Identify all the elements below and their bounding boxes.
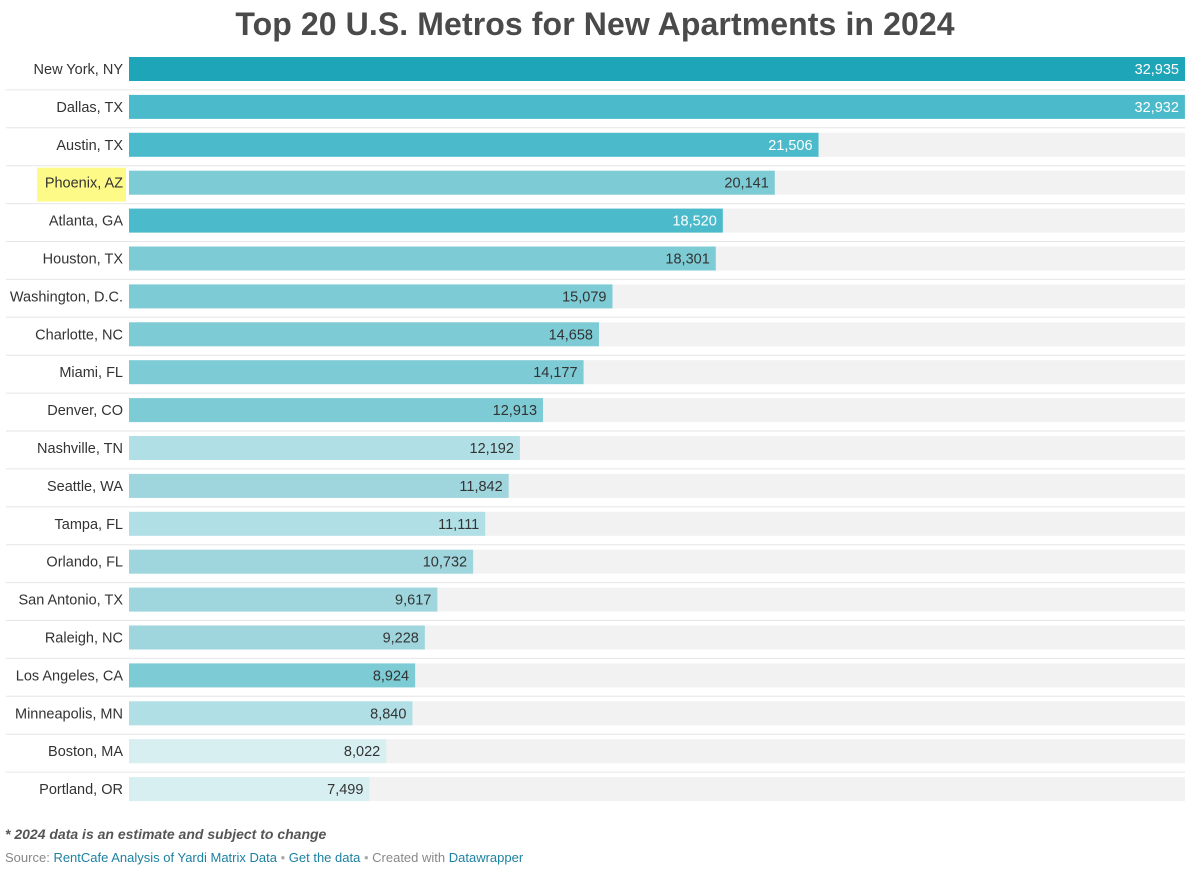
value-label: 8,924 <box>373 668 409 684</box>
category-label: Minneapolis, MN <box>15 706 123 722</box>
category-label: Houston, TX <box>43 252 124 268</box>
category-label: San Antonio, TX <box>18 593 123 609</box>
bar <box>129 284 613 309</box>
bar <box>129 360 584 385</box>
bar <box>129 208 723 233</box>
category-label: Los Angeles, CA <box>16 668 124 684</box>
category-label: Miami, FL <box>59 365 123 381</box>
bar <box>129 587 438 612</box>
bar <box>129 246 716 271</box>
value-label: 9,228 <box>383 631 419 647</box>
bar <box>129 94 1185 119</box>
value-label: 8,022 <box>344 744 380 760</box>
category-label: New York, NY <box>34 62 124 78</box>
category-label: Atlanta, GA <box>49 214 123 230</box>
bar <box>129 398 544 423</box>
value-label: 9,617 <box>395 593 431 609</box>
category-label: Tampa, FL <box>55 517 124 533</box>
value-label: 18,520 <box>672 214 716 230</box>
bar <box>129 473 509 498</box>
bar <box>129 322 599 347</box>
category-label: Phoenix, AZ <box>45 176 123 192</box>
value-label: 11,111 <box>438 517 479 533</box>
datawrapper-link[interactable]: Datawrapper <box>448 850 524 865</box>
value-label: 10,732 <box>423 555 467 571</box>
get-data-link[interactable]: Get the data <box>288 850 361 865</box>
bar <box>129 701 413 726</box>
category-label: Austin, TX <box>56 138 123 154</box>
created-with-text: Created with <box>372 850 446 865</box>
category-label: Nashville, TN <box>37 441 123 457</box>
bar <box>129 57 1185 81</box>
category-label: Orlando, FL <box>46 555 123 571</box>
bar <box>129 511 486 536</box>
bar <box>129 549 474 574</box>
bar <box>129 663 416 688</box>
separator: • <box>363 850 369 865</box>
category-label: Dallas, TX <box>56 100 123 116</box>
category-label: Denver, CO <box>47 403 123 419</box>
source-line: Source: RentCafe Analysis of Yardi Matri… <box>5 850 523 865</box>
value-label: 21,506 <box>768 138 812 154</box>
separator: • <box>280 850 286 865</box>
value-label: 14,658 <box>549 327 593 343</box>
value-label: 18,301 <box>665 252 709 268</box>
value-label: 32,932 <box>1135 100 1179 116</box>
footnote: * 2024 data is an estimate and subject t… <box>5 826 327 842</box>
value-label: 12,913 <box>493 403 537 419</box>
category-label: Portland, OR <box>39 782 123 798</box>
bar <box>129 132 819 157</box>
source-prefix: Source: <box>5 850 50 865</box>
bar <box>129 625 425 650</box>
bar <box>129 170 775 195</box>
category-label: Charlotte, NC <box>35 327 123 343</box>
value-label: 12,192 <box>470 441 514 457</box>
value-label: 14,177 <box>533 365 577 381</box>
chart-title: Top 20 U.S. Metros for New Apartments in… <box>235 6 955 42</box>
value-label: 20,141 <box>724 176 768 192</box>
bar-chart: New York, NY 32,935 Dallas, TX 32,932 Austin… <box>6 57 1185 802</box>
source-link[interactable]: RentCafe Analysis of Yardi Matrix Data <box>53 850 277 865</box>
category-label: Washington, D.C. <box>10 289 123 305</box>
value-label: 7,499 <box>327 782 363 798</box>
category-label: Raleigh, NC <box>45 631 123 647</box>
category-label: Boston, MA <box>48 744 123 760</box>
bar <box>129 436 520 460</box>
bar <box>129 739 387 764</box>
category-label: Seattle, WA <box>47 479 123 495</box>
value-label: 32,935 <box>1135 62 1179 78</box>
bar <box>129 777 370 802</box>
value-label: 15,079 <box>562 289 606 305</box>
value-label: 11,842 <box>459 479 502 495</box>
category-highlight <box>37 167 126 202</box>
value-label: 8,840 <box>370 706 406 722</box>
